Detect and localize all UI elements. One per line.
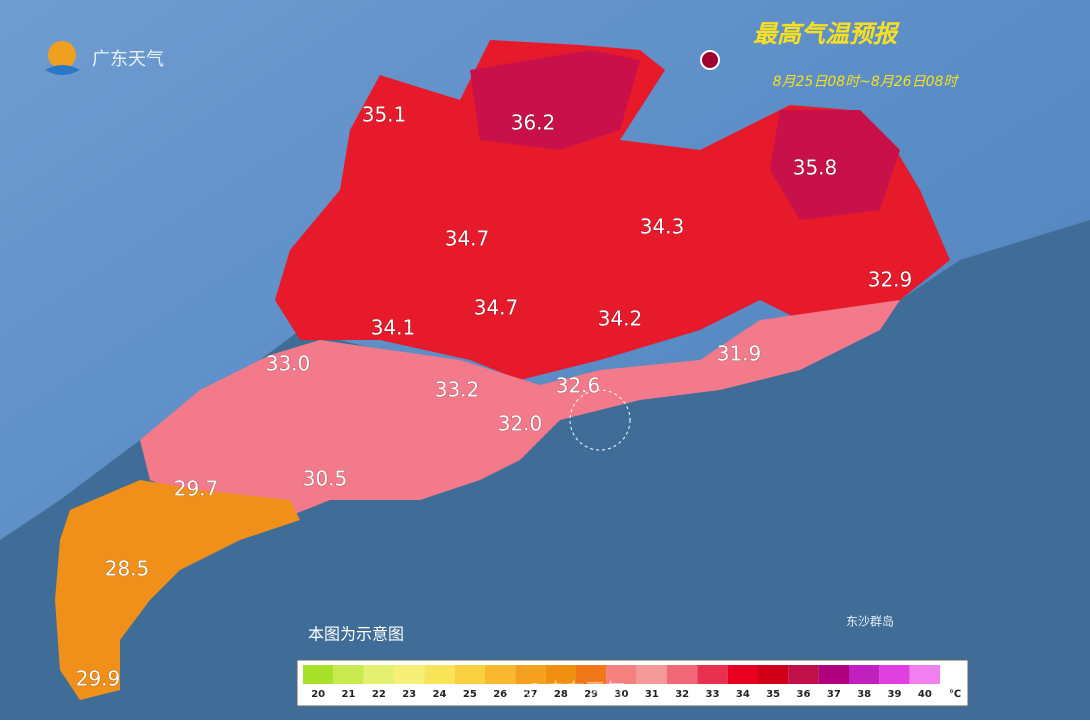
- region-warm: [140, 300, 900, 520]
- temperature-label: 28.5: [105, 557, 150, 581]
- legend-tick-label: 24: [433, 689, 447, 700]
- legend-tick-label: 20: [311, 689, 325, 700]
- legend-swatch: [667, 665, 698, 684]
- legend-swatch: [849, 665, 880, 684]
- hk-macau-boundary: [569, 389, 631, 451]
- legend-swatch: [879, 665, 910, 684]
- title: 最高气温预报: [753, 20, 900, 48]
- legend-tick-label: 40: [918, 689, 932, 700]
- temperature-label: 36.2: [511, 111, 556, 135]
- legend-tick-label: 22: [372, 689, 386, 700]
- logo-wave: [45, 65, 80, 75]
- legend-swatch: [818, 665, 849, 684]
- legend-tick-label: 33: [706, 689, 720, 700]
- legend-swatch: [697, 665, 728, 684]
- temperature-label: 32.0: [498, 412, 543, 436]
- legend-swatch: [788, 665, 819, 684]
- legend-swatch: [303, 665, 334, 684]
- legend-tick-label: 35: [766, 689, 780, 700]
- temperature-label: 33.0: [266, 352, 311, 376]
- legend-tick-label: 37: [827, 689, 841, 700]
- legend-swatch: [515, 665, 546, 684]
- temperature-label: 35.1: [362, 103, 407, 127]
- temperature-label: 30.5: [303, 467, 348, 491]
- legend-swatch: [333, 665, 364, 684]
- legend-swatch: [758, 665, 789, 684]
- temperature-label: 34.2: [598, 307, 643, 331]
- logo: 广东天气: [45, 41, 164, 75]
- legend-tick-label: 28: [554, 689, 568, 700]
- watermark: @广东天气: [525, 679, 625, 703]
- temperature-label: 34.1: [371, 316, 416, 340]
- legend-swatch: [363, 665, 394, 684]
- legend-swatch: [424, 665, 455, 684]
- legend-swatch: [576, 665, 607, 684]
- legend-tick-label: 23: [402, 689, 416, 700]
- temperature-labels: 35.1 36.2 35.8 34.7 34.3 32.9 34.7 34.1 34.2 33.0…: [75, 102, 913, 691]
- legend: 20 21 22 23 24 25 26 27 28 29 30 31 32 33 34 35 36 37 38 39…: [303, 665, 961, 700]
- temperature-label: 32.6: [556, 374, 601, 398]
- note: 本图为示意图: [308, 625, 404, 644]
- legend-tick-label: 30: [615, 689, 629, 700]
- legend-tick-label: 34: [736, 689, 750, 700]
- temperature-label: 34.3: [640, 215, 685, 239]
- logo-sun: [48, 41, 76, 69]
- legend-tick-label: 39: [888, 689, 902, 700]
- legend-swatch: [636, 665, 667, 684]
- legend-tick-label: 26: [493, 689, 507, 700]
- temperature-label: 32.9: [868, 268, 913, 292]
- region-mild: [55, 480, 300, 700]
- legend-swatch: [727, 665, 758, 684]
- legend-tick-label: 29: [584, 689, 598, 700]
- period: 8月25日08时~8月26日08时: [773, 74, 960, 90]
- region-hottest-east: [770, 110, 900, 220]
- legend-swatch: [454, 665, 485, 684]
- logo-text: 广东天气: [92, 49, 164, 70]
- temperature-label: 34.7: [445, 227, 490, 251]
- temperature-label: 29.9: [76, 667, 121, 691]
- legend-swatch: [909, 665, 940, 684]
- region-hottest-north: [470, 50, 640, 150]
- legend-swatch: [394, 665, 425, 684]
- legend-tick-label: 21: [342, 689, 356, 700]
- legend-tick-label: 25: [463, 689, 477, 700]
- legend-tick-label: 32: [675, 689, 689, 700]
- temperature-label: 31.9: [717, 342, 762, 366]
- title-bar-dot: [700, 50, 720, 70]
- temperature-label: 35.8: [793, 156, 838, 180]
- legend-tick-label: 38: [857, 689, 871, 700]
- legend-swatch: [606, 665, 637, 684]
- legend-swatch: [545, 665, 576, 684]
- legend-unit: ℃: [949, 689, 961, 700]
- legend-tick-label: 27: [524, 689, 538, 700]
- temperature-label: 29.7: [174, 477, 219, 501]
- temperature-label: 34.7: [474, 296, 519, 320]
- legend-tick-label: 36: [797, 689, 811, 700]
- temperature-label: 33.2: [435, 378, 480, 402]
- legend-swatch: [485, 665, 516, 684]
- island-label: 东沙群岛: [846, 614, 894, 629]
- legend-tick-label: 31: [645, 689, 659, 700]
